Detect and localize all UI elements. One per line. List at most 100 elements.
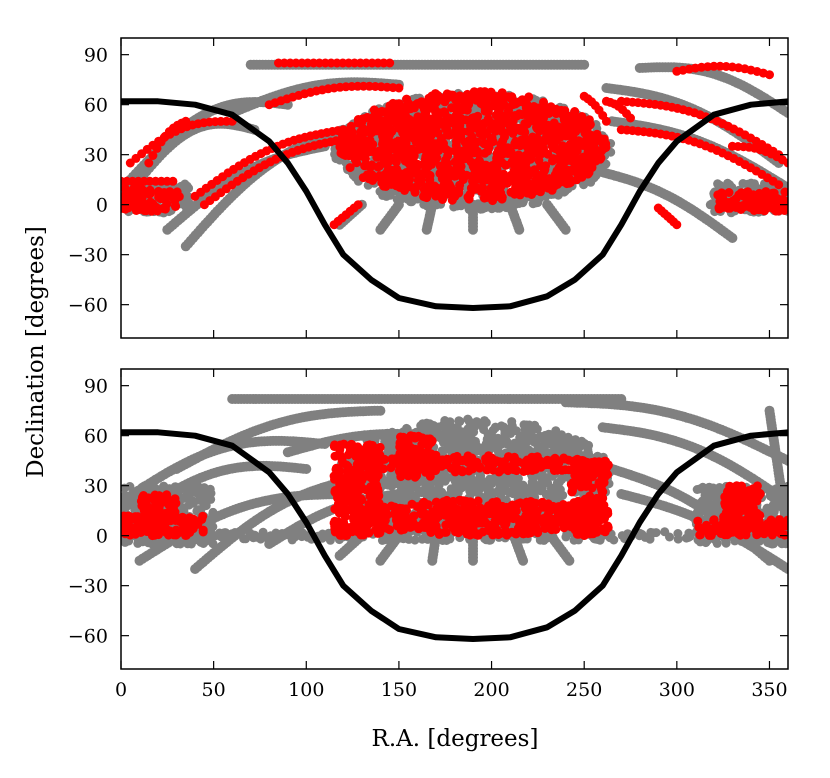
data-point — [529, 199, 538, 208]
y-tick-label: −30 — [68, 245, 108, 267]
data-point — [168, 177, 177, 186]
data-point — [118, 202, 127, 211]
data-point — [556, 485, 565, 494]
data-point — [465, 136, 474, 145]
data-point — [375, 225, 385, 235]
data-point — [339, 125, 348, 134]
data-point — [370, 122, 379, 131]
data-point — [560, 143, 569, 152]
data-point — [481, 203, 490, 212]
plot-area — [117, 59, 794, 309]
data-point — [476, 168, 485, 177]
data-point — [388, 478, 397, 487]
data-point — [472, 115, 481, 124]
data-point — [433, 114, 442, 123]
data-point — [765, 70, 774, 79]
data-point — [561, 225, 571, 235]
data-point — [515, 198, 524, 207]
data-point — [484, 117, 493, 126]
data-point — [596, 155, 605, 164]
data-point — [556, 160, 565, 169]
data-point — [566, 178, 575, 187]
data-point — [518, 110, 527, 119]
data-point — [751, 198, 760, 207]
data-point — [465, 97, 474, 106]
data-point — [424, 422, 433, 431]
data-point — [531, 168, 540, 177]
data-point — [507, 417, 516, 426]
data-point — [414, 176, 423, 185]
data-point — [422, 225, 432, 235]
data-point — [531, 144, 540, 153]
data-point — [147, 207, 156, 216]
data-point — [463, 145, 472, 154]
data-point — [499, 423, 508, 432]
data-point — [451, 171, 460, 180]
data-point — [602, 117, 611, 126]
data-point — [411, 126, 420, 135]
data-point — [534, 181, 543, 190]
data-point — [343, 149, 352, 158]
data-point — [365, 136, 374, 145]
data-point — [579, 60, 589, 70]
data-point — [419, 192, 428, 201]
data-point — [561, 128, 570, 137]
y-tick-label: 90 — [84, 45, 108, 67]
data-point — [454, 103, 463, 112]
data-point — [445, 119, 454, 128]
data-point — [383, 173, 392, 182]
data-point — [514, 225, 524, 235]
data-point — [544, 430, 553, 439]
data-point — [387, 127, 396, 136]
data-point — [471, 146, 480, 155]
data-point — [455, 181, 464, 190]
data-point — [544, 121, 553, 130]
data-point — [553, 180, 562, 189]
data-point — [160, 188, 169, 197]
data-point — [782, 205, 791, 214]
data-point — [479, 425, 488, 434]
data-point — [392, 181, 401, 190]
data-point — [524, 92, 533, 101]
data-point — [521, 425, 530, 434]
data-point — [481, 190, 490, 199]
data-point — [377, 108, 386, 117]
data-point — [509, 160, 518, 169]
data-point — [407, 197, 416, 206]
data-point — [464, 127, 473, 136]
data-point — [526, 154, 535, 163]
gray-point-series — [116, 394, 793, 574]
data-point — [539, 98, 548, 107]
data-point — [528, 108, 537, 117]
data-point — [723, 201, 732, 210]
data-point — [454, 416, 463, 425]
data-point — [493, 446, 502, 455]
data-point — [732, 194, 741, 203]
data-point — [420, 145, 429, 154]
data-point — [471, 487, 480, 496]
plot-area — [116, 394, 793, 639]
data-point — [356, 119, 365, 128]
data-point — [377, 146, 386, 155]
data-point — [560, 440, 569, 449]
data-point — [507, 93, 516, 102]
data-point — [543, 150, 552, 159]
data-point — [488, 161, 497, 170]
data-point — [522, 488, 531, 497]
data-point — [500, 101, 509, 110]
data-point — [485, 475, 494, 484]
data-point — [444, 184, 453, 193]
data-point — [367, 160, 376, 169]
data-point — [469, 437, 478, 446]
data-point — [715, 191, 724, 200]
data-point — [482, 439, 491, 448]
data-point — [489, 101, 498, 110]
data-point — [481, 93, 490, 102]
data-point — [462, 171, 471, 180]
data-point — [528, 137, 537, 146]
data-point — [507, 148, 516, 157]
data-point — [568, 117, 577, 126]
data-point — [348, 134, 357, 143]
data-point — [569, 153, 578, 162]
